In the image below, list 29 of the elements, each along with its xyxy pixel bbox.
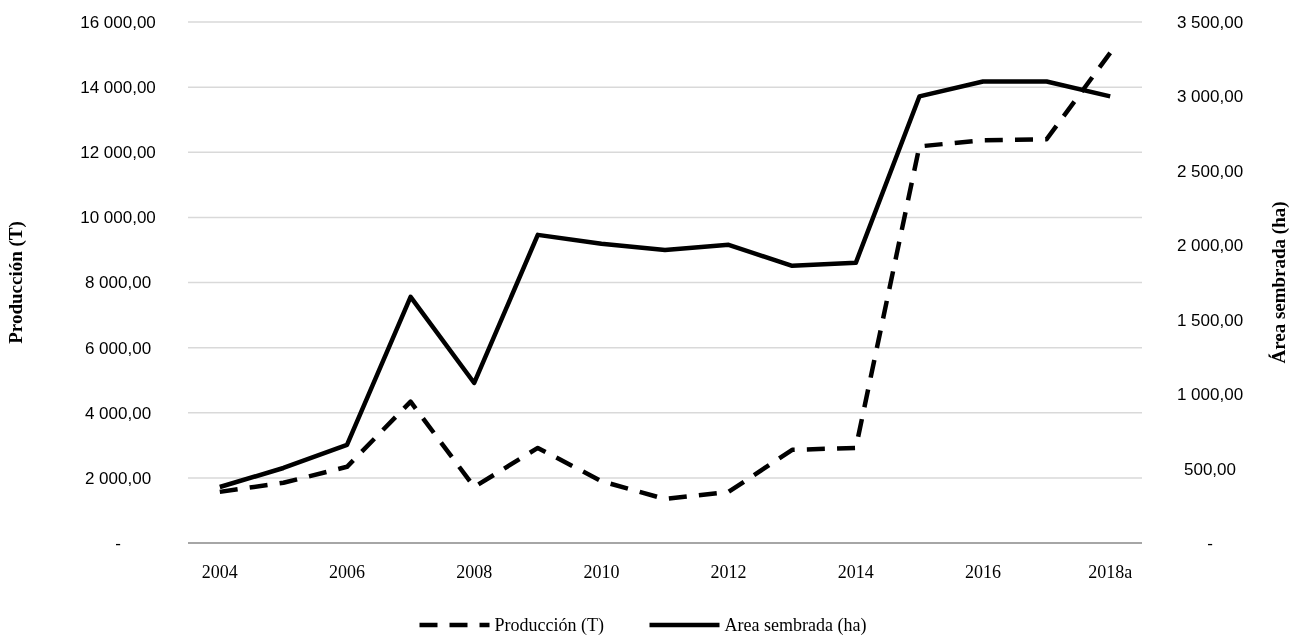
y-axis-title: Producción (T)	[5, 221, 27, 344]
y2-tick-label: 2 000,00	[1176, 236, 1244, 256]
legend-label: Area sembrada (ha)	[724, 615, 867, 637]
x-tick-label: 2008	[456, 562, 493, 582]
y-tick-label: 8 000,00	[84, 273, 152, 293]
y-tick-label: 12 000,00	[80, 143, 156, 163]
y2-tick-label: 3 000,00	[1176, 87, 1244, 107]
legend-label: Producción (T)	[494, 615, 604, 637]
x-tick-label: 2012	[710, 562, 747, 582]
x-tick-label: 2016	[965, 562, 1001, 582]
y2-axis-title: Área sembrada (ha)	[1268, 201, 1290, 364]
y-tick-label: 14 000,00	[80, 78, 156, 98]
y2-tick-label: 2 500,00	[1176, 161, 1244, 181]
x-tick-label: 2006	[329, 562, 365, 582]
x-tick-label: 2010	[583, 562, 620, 582]
y2-tick-label: 3 500,00	[1176, 12, 1244, 32]
y-tick-label: 10 000,00	[80, 208, 156, 228]
y2-tick-label: -	[1207, 533, 1213, 553]
x-tick-label: 2014	[837, 562, 874, 582]
y-tick-label: 4 000,00	[84, 403, 152, 423]
x-tick-label: 2018a	[1088, 562, 1133, 582]
y-tick-label: 2 000,00	[84, 468, 152, 488]
x-tick-label: 2004	[201, 562, 238, 582]
y2-tick-label: 500,00	[1184, 459, 1236, 479]
y2-tick-label: 1 000,00	[1176, 385, 1244, 405]
y-tick-label: 16 000,00	[80, 12, 156, 32]
y-tick-label: 6 000,00	[84, 338, 152, 358]
y2-tick-label: 1 500,00	[1176, 310, 1244, 330]
y-tick-label: -	[115, 533, 121, 553]
